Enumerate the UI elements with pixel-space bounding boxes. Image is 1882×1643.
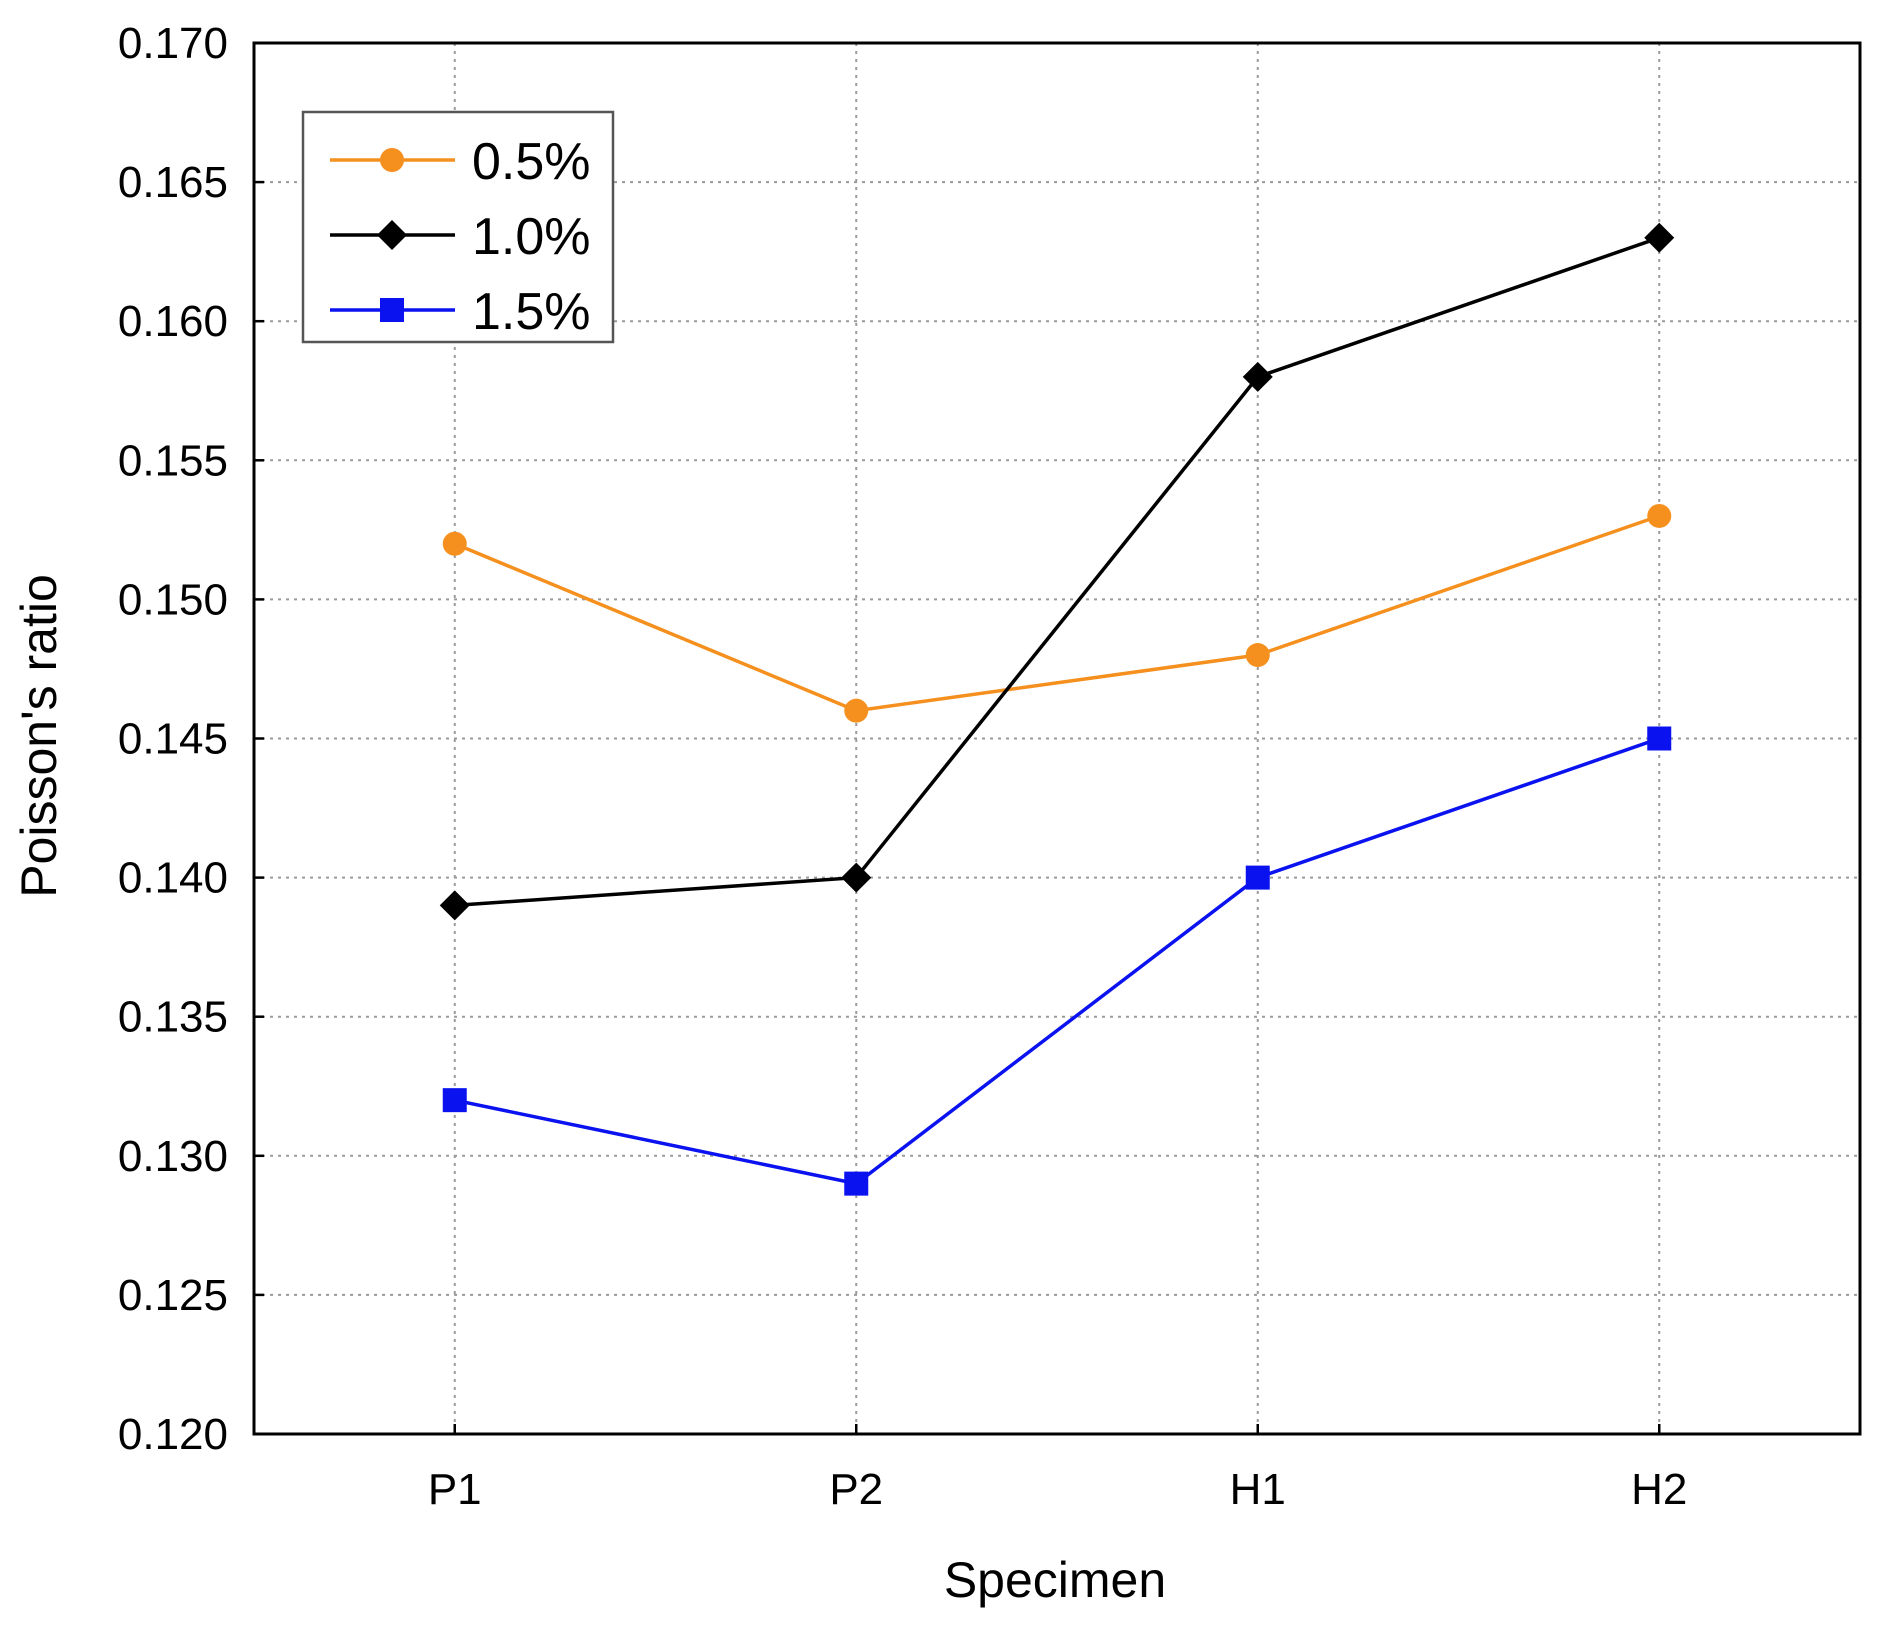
series-line-1.5% bbox=[454, 736, 1660, 1186]
y-tick-label: 0.130 bbox=[118, 1132, 228, 1181]
legend: 0.5% 1.0% 1.5% bbox=[301, 110, 615, 344]
data-point-0.5% bbox=[1245, 643, 1270, 668]
data-point-1.5% bbox=[442, 1088, 467, 1113]
y-tick-label: 0.150 bbox=[118, 575, 228, 624]
y-tick-label: 0.170 bbox=[118, 19, 228, 68]
x-axis-title: Specimen bbox=[944, 1552, 1166, 1608]
data-point-0.5% bbox=[844, 698, 869, 723]
x-tick-label: H2 bbox=[1631, 1465, 1687, 1514]
legend-label: 1.0% bbox=[472, 208, 591, 266]
y-tick-label: 0.145 bbox=[118, 715, 228, 764]
y-tick-label: 0.135 bbox=[118, 993, 228, 1042]
data-point-0.5% bbox=[442, 531, 467, 556]
data-point-1.5% bbox=[844, 1171, 869, 1196]
legend-marker bbox=[380, 298, 404, 322]
y-tick-label: 0.160 bbox=[118, 297, 228, 346]
data-point-1.0% bbox=[439, 890, 470, 921]
data-point-1.0% bbox=[1644, 222, 1675, 253]
x-tick-label: P2 bbox=[829, 1465, 883, 1514]
data-point-1.0% bbox=[1242, 361, 1273, 392]
data-point-1.5% bbox=[1245, 865, 1270, 890]
y-tick-label: 0.155 bbox=[118, 436, 228, 485]
data-point-0.5% bbox=[1647, 503, 1672, 528]
series-markers bbox=[439, 222, 1675, 1196]
axis-ticks: 0.120 0.125 0.130 0.135 0.140 0.145 0.150 0.155… bbox=[118, 19, 1687, 1514]
x-tick-label: P1 bbox=[428, 1465, 482, 1514]
y-tick-label: 0.140 bbox=[118, 854, 228, 903]
data-point-1.0% bbox=[841, 862, 872, 893]
legend-marker bbox=[380, 148, 404, 172]
x-tick-label: H1 bbox=[1230, 1465, 1286, 1514]
data-point-1.5% bbox=[1647, 726, 1672, 751]
series-line-1.0% bbox=[454, 236, 1660, 908]
y-tick-label: 0.125 bbox=[118, 1271, 228, 1320]
series-line-0.5% bbox=[454, 514, 1660, 713]
legend-marker bbox=[377, 220, 407, 250]
y-axis-title: Poisson's ratio bbox=[11, 574, 67, 898]
grid-lines bbox=[254, 43, 1860, 1434]
legend-label: 1.5% bbox=[472, 283, 591, 341]
series-lines bbox=[454, 236, 1660, 1186]
legend-label: 0.5% bbox=[472, 133, 591, 191]
y-tick-label: 0.165 bbox=[118, 158, 228, 207]
legend-box bbox=[301, 110, 615, 344]
y-tick-label: 0.120 bbox=[118, 1410, 228, 1459]
